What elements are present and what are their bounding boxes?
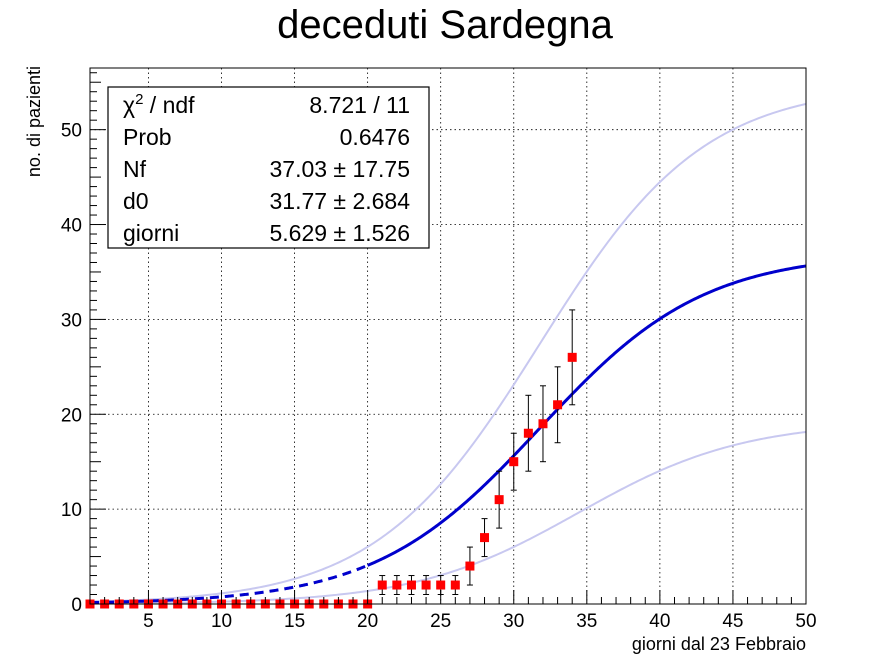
y-tick-label: 10 [61, 500, 82, 521]
y-tick-label: 40 [61, 216, 82, 237]
x-tick-label: 50 [795, 611, 816, 632]
band-upper-line [89, 102, 807, 603]
data-point [450, 580, 460, 590]
y-tick-label: 30 [61, 310, 82, 331]
y-axis-label: no. di pazienti [24, 66, 44, 177]
stats-value: 5.629 ± 1.526 [269, 220, 410, 246]
stats-box: χ2 / ndf 8.721 / 11 Prob 0.6476 Nf 37.03… [107, 86, 430, 249]
fit-line-dashed [89, 563, 369, 605]
x-tick-label: 20 [357, 611, 378, 632]
data-point [567, 352, 577, 362]
x-tick-label: 35 [576, 611, 597, 632]
stats-value: 8.721 / 11 [309, 92, 410, 118]
data-point [509, 457, 519, 467]
plot-frame [89, 67, 807, 605]
y-tick-label: 20 [61, 405, 82, 426]
fit-line [367, 264, 807, 567]
stats-value: 31.77 ± 2.684 [269, 188, 410, 214]
x-tick-label: 5 [143, 611, 154, 632]
data-points [85, 309, 577, 609]
data-point [392, 580, 402, 590]
data-point [523, 428, 533, 438]
x-tick-label: 40 [649, 611, 670, 632]
stats-value: 37.03 ± 17.75 [269, 156, 410, 182]
stats-box-frame [107, 86, 430, 249]
y-tick-label: 50 [61, 121, 82, 142]
stats-label: Nf [123, 156, 147, 182]
x-tick-label: 25 [430, 611, 451, 632]
data-point [377, 580, 387, 590]
stats-label: χ2 / ndf [123, 91, 195, 118]
x-tick-label: 15 [284, 611, 305, 632]
data-point [494, 495, 504, 505]
x-axis-label: giorni dal 23 Febbraio [632, 634, 806, 654]
data-point [421, 580, 431, 590]
x-tick-label: 30 [503, 611, 524, 632]
stats-label: d0 [123, 188, 149, 214]
fit-curve [89, 264, 807, 605]
stats-label: Prob [123, 124, 172, 150]
x-tick-label: 45 [722, 611, 743, 632]
y-tick-label: 0 [71, 595, 82, 616]
axes: 5 10 15 20 25 30 35 40 45 50 0 10 20 30 40 50 [61, 72, 817, 632]
stats-value: 0.6476 [340, 124, 410, 150]
data-point [553, 400, 563, 410]
data-point [465, 561, 475, 571]
data-point [480, 533, 490, 543]
data-point [538, 419, 548, 429]
grid [90, 68, 806, 604]
chart-title: deceduti Sardegna [277, 3, 614, 47]
x-tick-label: 10 [211, 611, 232, 632]
stats-label: giorni [123, 220, 179, 246]
data-point [436, 580, 446, 590]
data-point [406, 580, 416, 590]
